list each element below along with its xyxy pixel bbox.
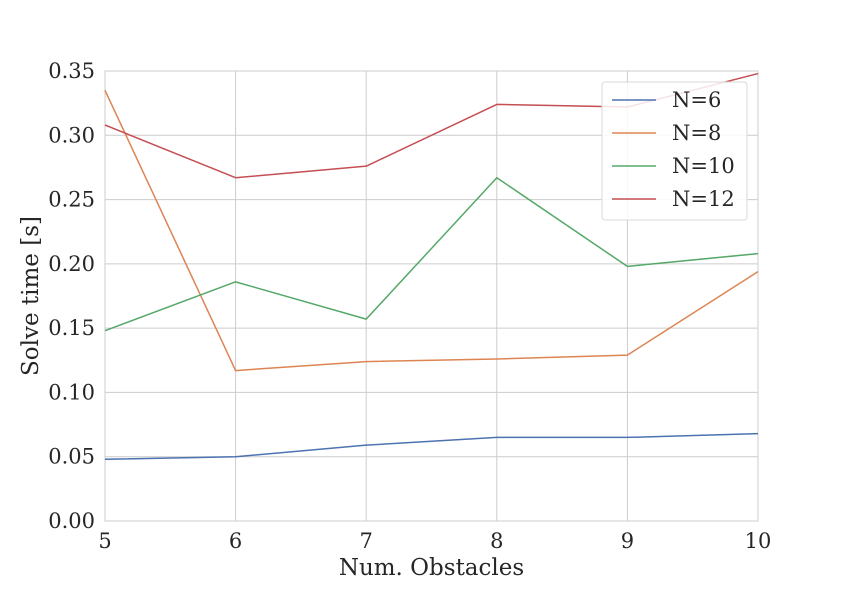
- legend-box: [601, 81, 748, 221]
- plot-frame: [104, 70, 759, 522]
- y-tick-label: 0.20: [48, 252, 95, 276]
- x-tick-label: 5: [98, 529, 111, 553]
- series-lines: [104, 72, 759, 461]
- series-line-n8: [104, 89, 759, 372]
- x-tick-label: 10: [745, 529, 772, 553]
- y-tick-label: 0.25: [48, 188, 95, 212]
- y-tick-label: 0.00: [48, 509, 95, 533]
- y-tick-label: 0.30: [48, 123, 95, 147]
- series-line-n6: [104, 432, 759, 461]
- legend-label: N=10: [672, 154, 735, 178]
- y-tick-label: 0.15: [48, 316, 95, 340]
- y-tick-label: 0.35: [48, 59, 95, 83]
- x-tick-label: 7: [360, 529, 373, 553]
- x-axis-label: Num. Obstacles: [339, 555, 524, 581]
- y-tick-label: 0.10: [48, 380, 95, 404]
- y-axis-label: Solve time [s]: [18, 216, 44, 376]
- legend-label: N=12: [672, 187, 735, 211]
- x-tick-label: 6: [229, 529, 242, 553]
- series-line-n10: [104, 176, 759, 332]
- legend-label: N=6: [672, 88, 721, 112]
- x-tick-label: 9: [621, 529, 634, 553]
- legend: N=6 N=8 N=10 N=12: [601, 81, 748, 221]
- tick-labels: 5 6 7 8 9 10 0.00 0.05 0.10 0.15 0.20 0.25 0.30 0.35: [48, 59, 771, 553]
- x-tick-label: 8: [490, 529, 503, 553]
- legend-label: N=8: [672, 121, 721, 145]
- y-tick-label: 0.05: [48, 445, 95, 469]
